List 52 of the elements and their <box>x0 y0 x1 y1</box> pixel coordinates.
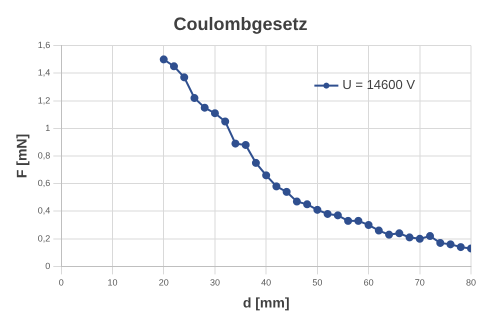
point <box>252 158 260 167</box>
point <box>354 216 362 225</box>
x-tick-label: 30 <box>210 277 220 288</box>
point <box>364 221 373 229</box>
point <box>406 233 414 242</box>
x-tick-label: 0 <box>58 277 64 288</box>
point <box>426 232 434 240</box>
y-tick-label: 0,4 <box>38 206 50 216</box>
y-tick-label: 1,6 <box>38 40 50 50</box>
point <box>292 198 301 206</box>
x-axis-title: d [mm] <box>242 294 290 310</box>
legend-label: U = 14600 V <box>342 77 416 92</box>
point <box>456 243 465 252</box>
x-tick-label: 60 <box>364 277 374 288</box>
point <box>374 226 383 235</box>
x-tick-label: 40 <box>261 277 272 288</box>
chart-title: Coulombgesetz <box>173 14 308 34</box>
y-axis-title: F [mN] <box>13 134 30 178</box>
point <box>395 229 404 238</box>
point <box>385 230 394 239</box>
y-tick-label: 1,2 <box>38 95 50 106</box>
point <box>446 240 455 248</box>
point <box>231 140 240 148</box>
y-tick-label: 0,6 <box>38 178 50 188</box>
y-tick-label: 0,8 <box>38 150 50 160</box>
x-tick-label: 20 <box>158 277 169 288</box>
point <box>303 200 312 208</box>
point <box>324 210 332 218</box>
point <box>160 55 168 64</box>
point <box>200 104 209 112</box>
point <box>210 109 219 118</box>
point <box>344 216 352 225</box>
x-tick-label: 80 <box>466 277 476 288</box>
y-tick-label: 1 <box>45 122 50 133</box>
point <box>170 62 178 70</box>
point <box>334 211 342 220</box>
x-tick-label: 50 <box>312 277 322 288</box>
point <box>272 182 280 190</box>
point <box>242 140 250 149</box>
x-tick-label: 10 <box>108 277 118 288</box>
point <box>282 188 291 196</box>
point <box>262 171 270 180</box>
y-tick-label: 0 <box>45 260 50 271</box>
point <box>221 118 230 126</box>
point <box>416 234 424 243</box>
x-tick-label: 70 <box>414 277 425 288</box>
point <box>190 94 198 102</box>
y-tick-label: 1,4 <box>38 68 50 78</box>
point <box>313 206 322 214</box>
point <box>180 73 188 82</box>
point <box>436 238 444 247</box>
y-tick-label: 0,2 <box>38 233 50 244</box>
